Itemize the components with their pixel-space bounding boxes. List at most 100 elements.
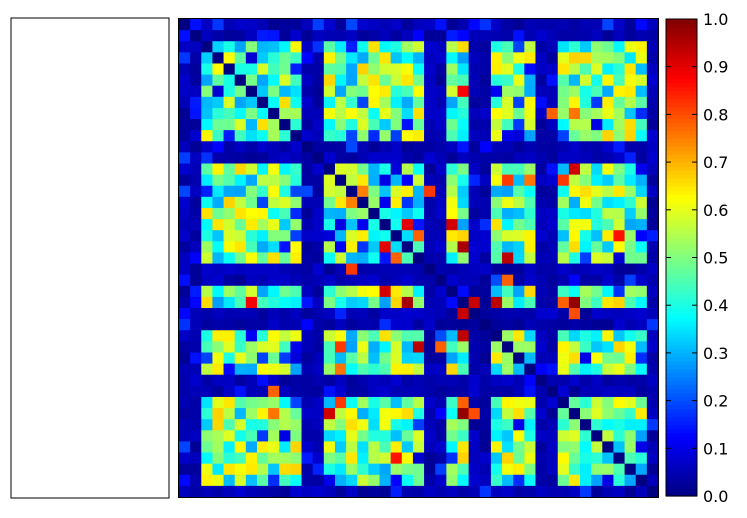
heatmap-cell (301, 463, 314, 476)
heatmap-cell (212, 374, 224, 387)
colorbar-segment (666, 50, 697, 56)
heatmap-cell (256, 107, 269, 120)
heatmap-cell (234, 185, 247, 198)
heatmap-cell (212, 408, 224, 420)
colorbar-segment (666, 412, 697, 418)
heatmap-cell (334, 207, 347, 220)
heatmap-cell (401, 285, 414, 298)
heatmap-cell (535, 196, 548, 209)
heatmap-cell (279, 130, 291, 142)
heatmap-cell (424, 207, 436, 220)
heatmap-cell (446, 296, 458, 309)
colorbar-segment (666, 368, 697, 374)
heatmap-cell (357, 207, 369, 220)
heatmap-cell (468, 96, 481, 109)
heatmap-cell (546, 485, 559, 498)
colorbar-segment (666, 305, 697, 310)
heatmap-cell (613, 385, 625, 398)
heatmap-cell (568, 285, 581, 298)
heatmap-cell (524, 230, 536, 242)
heatmap-cell (268, 185, 280, 198)
colorbar-segment (666, 460, 697, 465)
colorbar-segment (666, 273, 697, 278)
heatmap-cell (201, 185, 213, 198)
heatmap-cell (424, 396, 436, 409)
heatmap-cell (568, 52, 581, 64)
heatmap-cell (457, 485, 470, 498)
heatmap-cell (245, 230, 258, 242)
heatmap-cell (412, 285, 425, 298)
heatmap-cell (580, 308, 592, 320)
heatmap-cell (524, 452, 536, 465)
heatmap-cell (468, 319, 481, 331)
heatmap-cell (468, 308, 481, 320)
heatmap-cell (557, 385, 570, 398)
heatmap-cell (346, 485, 358, 498)
heatmap-cell (279, 352, 291, 365)
heatmap-cell (646, 374, 659, 387)
heatmap-cell (223, 463, 236, 476)
colorbar-segment (666, 19, 697, 24)
heatmap-cell (390, 119, 403, 131)
heatmap-cell (535, 319, 548, 331)
heatmap-cell (513, 263, 525, 276)
heatmap-cell (245, 308, 258, 320)
heatmap-cell (245, 430, 258, 442)
colorbar-segment (666, 174, 697, 179)
heatmap-cell (468, 174, 481, 187)
heatmap-cell (446, 452, 458, 465)
heatmap-cell (446, 396, 458, 409)
heatmap-cell (468, 252, 481, 264)
heatmap-cell (468, 119, 481, 131)
heatmap-cell (212, 396, 224, 409)
heatmap-cell (201, 263, 213, 276)
heatmap-cell (613, 185, 625, 198)
heatmap-cell (457, 463, 470, 476)
heatmap-cell (401, 119, 414, 131)
heatmap-cell (568, 330, 581, 342)
heatmap-cell (301, 107, 314, 120)
heatmap-cell (557, 141, 570, 153)
colorbar-segment (666, 277, 697, 282)
heatmap-cell (490, 396, 503, 409)
heatmap-cell (468, 107, 481, 120)
heatmap-cell (524, 430, 536, 442)
heatmap-cell (290, 430, 302, 442)
heatmap-cell (268, 430, 280, 442)
heatmap-cell (346, 85, 358, 98)
heatmap-cell (424, 452, 436, 465)
heatmap-cell (379, 352, 392, 365)
heatmap-cell (234, 463, 247, 476)
heatmap-cell (390, 274, 403, 287)
heatmap-cell (479, 230, 492, 242)
heatmap-cell (179, 374, 191, 387)
heatmap-cell (546, 341, 559, 353)
heatmap-cell (190, 419, 202, 431)
heatmap-cell (223, 196, 236, 209)
heatmap-cell (379, 19, 392, 31)
heatmap-cell (468, 363, 481, 376)
heatmap-cell (513, 52, 525, 64)
heatmap-cell (401, 196, 414, 209)
heatmap-cell (591, 207, 603, 220)
heatmap-cell (557, 152, 570, 164)
heatmap-cell (424, 285, 436, 298)
heatmap-cell (490, 285, 503, 298)
heatmap-cell (435, 19, 447, 31)
heatmap-cell (468, 463, 481, 476)
heatmap-cell (457, 85, 470, 98)
heatmap-cell (390, 196, 403, 209)
heatmap-cell (624, 430, 637, 442)
heatmap-cell (334, 174, 347, 187)
heatmap-cell (635, 152, 648, 164)
heatmap-cell (591, 63, 603, 75)
heatmap-cell (268, 52, 280, 64)
heatmap-cell (401, 30, 414, 42)
heatmap-cell (312, 374, 325, 387)
heatmap-cell (212, 185, 224, 198)
heatmap-cell (368, 130, 380, 142)
heatmap-cell (580, 152, 592, 164)
colorbar-segment (666, 321, 697, 326)
heatmap-cell (490, 308, 503, 320)
heatmap-cell (546, 285, 559, 298)
